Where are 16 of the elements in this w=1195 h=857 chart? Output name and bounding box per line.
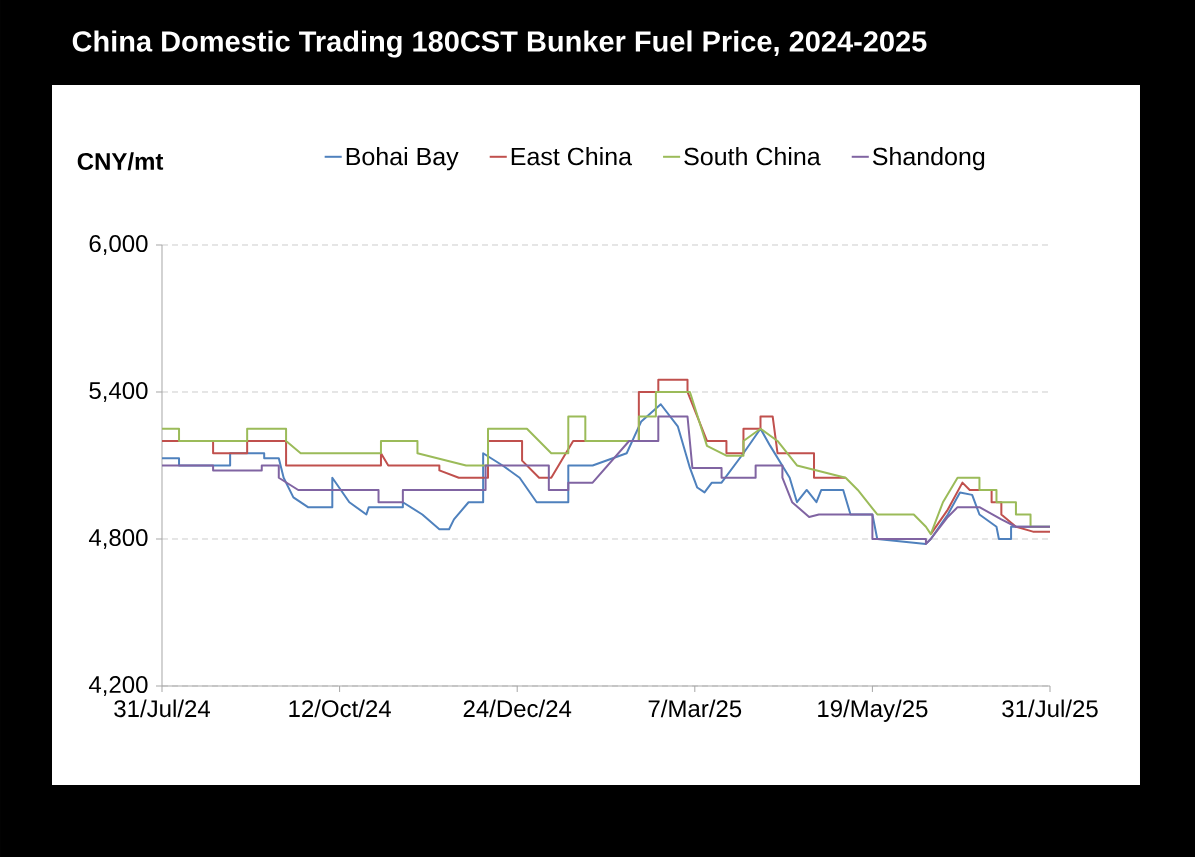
y-tick-label: 4,800	[88, 529, 148, 549]
legend-label: East China	[511, 146, 633, 166]
chart-title: China Domestic Trading 180CST Bunker Fuel Price, 2024-2025	[72, 30, 927, 58]
y-tick-label: 5,400	[89, 382, 148, 402]
x-tick-label: 31/Jul/25	[1002, 699, 1098, 718]
y-tick-label: 4,200	[88, 676, 148, 696]
x-tick-label: 12/Oct/24	[289, 699, 391, 718]
x-tick-label: 7/Mar/25	[648, 699, 742, 718]
y-tick-label: 6,000	[89, 235, 148, 255]
x-tick-label: 31/Jul/24	[114, 699, 210, 718]
legend-label: Bohai Bay	[346, 146, 459, 171]
x-tick-label: 19/May/25	[818, 699, 928, 722]
y-axis-title: CNY/mt	[77, 152, 164, 171]
legend-label: South China	[684, 146, 821, 166]
x-tick-label: 24/Dec/24	[463, 699, 572, 718]
legend-label: Shandong	[872, 146, 985, 171]
